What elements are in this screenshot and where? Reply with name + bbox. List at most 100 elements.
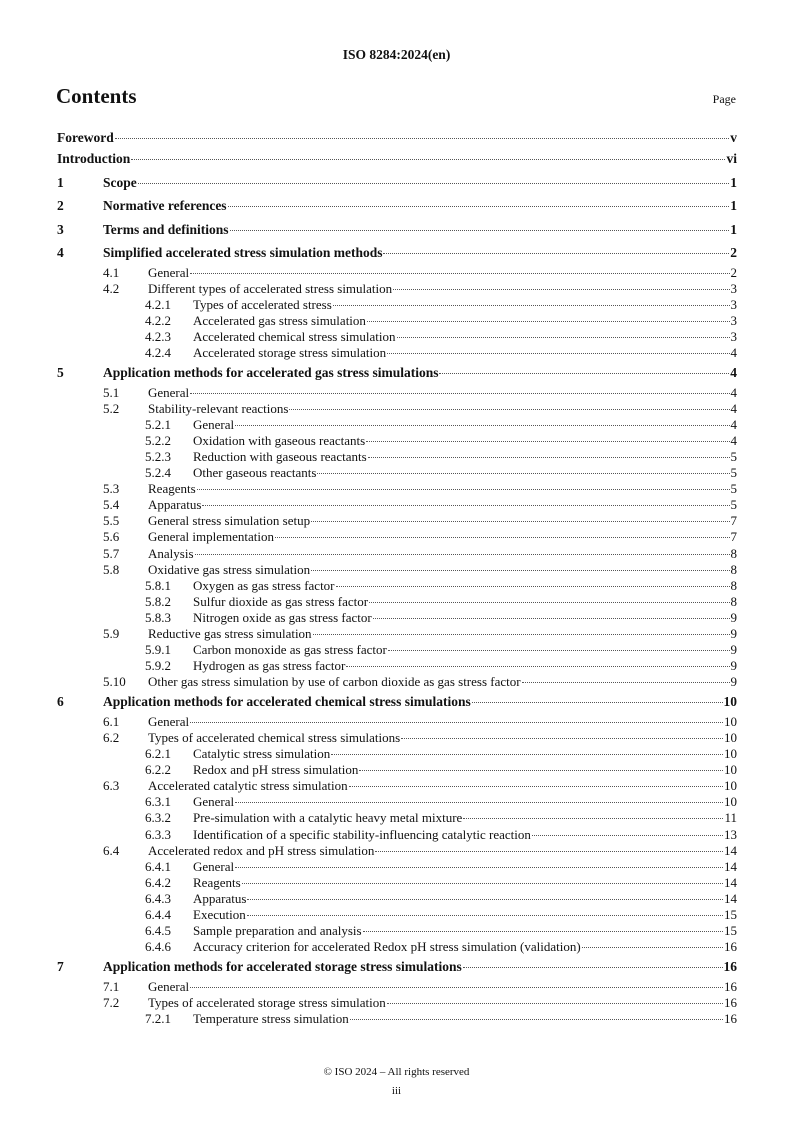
dot-leader [366,440,730,442]
toc-entry-page: 9 [730,658,738,674]
dot-leader [247,898,723,900]
toc-entry[interactable]: 4.1 General 2 [57,265,737,281]
toc-entry[interactable]: 5.9.1 Carbon monoxide as gas stress facto… [57,642,737,658]
toc-entry-title: Apparatus [148,497,202,513]
toc-entry[interactable]: 7.1 General 16 [57,979,737,995]
toc-entry-page: 4 [730,416,738,432]
dot-leader [369,601,730,603]
toc-entry[interactable]: 4.2.1 Types of accelerated stress 3 [57,297,737,313]
toc-entry[interactable]: 3 Terms and definitions 1 [57,218,737,242]
toc-entry[interactable]: 6.4.1 General 14 [57,859,737,875]
dot-leader [246,914,723,916]
toc-entry[interactable]: 6.4.4 Execution 15 [57,907,737,923]
toc-entry[interactable]: 6.4.5 Sample preparation and analysis 15 [57,923,737,939]
dot-leader [359,770,723,772]
toc-entry-title: Oxidation with gaseous reactants [193,432,366,448]
toc-entry[interactable]: 4 Simplified accelerated stress simulatio… [57,241,737,265]
toc-entry[interactable]: 5.8.1 Oxygen as gas stress factor 8 [57,578,737,594]
toc-entry[interactable]: 7.2 Types of accelerated storage stress s… [57,995,737,1011]
toc-entry[interactable]: 2 Normative references 1 [57,194,737,218]
toc-entry[interactable]: 4.2.3 Accelerated chemical stress simulat… [57,329,737,345]
toc-entry[interactable]: 5.4 Apparatus 5 [57,497,737,513]
toc-entry[interactable]: 6.3.2 Pre-simulation with a catalytic hea… [57,810,737,826]
toc-entry-title: Pre-simulation with a catalytic heavy me… [193,810,463,826]
toc-entry[interactable]: 5.8.2 Sulfur dioxide as gas stress factor… [57,594,737,610]
dot-leader [401,737,723,739]
dot-leader [396,336,730,338]
toc-entry-number: 5.7 [103,545,120,561]
toc-entry-number: 5.8.3 [145,609,171,625]
toc-entry-title: Reagents [148,481,196,497]
toc-entry-number: 5.8.2 [145,593,171,609]
toc-entry[interactable]: 1 Scope 1 [57,171,737,195]
toc-entry[interactable]: 5.7 Analysis 8 [57,546,737,562]
toc-entry-number: 3 [57,221,64,237]
toc-entry[interactable]: 5.9.2 Hydrogen as gas stress factor 9 [57,658,737,674]
toc-entry-page: 3 [730,296,738,312]
toc-entry[interactable]: 5.2.3 Reduction with gaseous reactants 5 [57,449,737,465]
toc-entry-number: 6.1 [103,713,120,729]
toc-entry[interactable]: 6.4 Accelerated redox and pH stress simul… [57,843,737,859]
toc-entry[interactable]: 5 Application methods for accelerated gas… [57,361,737,385]
toc-entry-page: 14 [724,842,737,858]
toc-entry-page: 2 [730,264,738,280]
toc-entry-number: 6.4.2 [145,874,171,890]
toc-entry[interactable]: 7.2.1 Temperature stress simulation 16 [57,1011,737,1027]
toc-entry-number: 6.4.4 [145,906,171,922]
toc-entry[interactable]: 5.3 Reagents 5 [57,481,737,497]
toc-entry[interactable]: 5.8 Oxidative gas stress simulation 8 [57,562,737,578]
toc-entry[interactable]: 5.2.4 Other gaseous reactants 5 [57,465,737,481]
toc-entry[interactable]: 6 Application methods for accelerated che… [57,690,737,714]
toc-entry[interactable]: 4.2.4 Accelerated storage stress simulati… [57,345,737,361]
toc-entry[interactable]: 6.4.2 Reagents 14 [57,875,737,891]
toc-entry[interactable]: 6.2 Types of accelerated chemical stress … [57,730,737,746]
dot-leader [349,1018,723,1020]
toc-entry[interactable]: 6.3.1 General 10 [57,794,737,810]
toc-entry[interactable]: 5.1 General 4 [57,385,737,401]
toc-entry-title: General [193,794,235,810]
dot-leader [531,834,723,836]
toc-entry[interactable]: 5.10 Other gas stress simulation by use o… [57,674,737,690]
toc-entry-number: 6 [57,694,64,710]
dot-leader [463,818,724,820]
toc-entry-title: Other gas stress simulation by use of ca… [148,674,521,690]
dot-leader [194,553,730,555]
toc-entry[interactable]: 6.2.1 Catalytic stress simulation 10 [57,746,737,762]
toc-entry[interactable]: 5.2.1 General 4 [57,417,737,433]
document-header: ISO 8284:2024(en) [342,47,451,62]
toc-entry-page: 10 [723,694,738,710]
toc-entry-title: Normative references [103,198,227,213]
toc-entry[interactable]: 4.2.2 Accelerated gas stress simulation 3 [57,313,737,329]
toc-entry-number: 7.1 [103,978,120,994]
toc-entry[interactable]: Foreword v [57,129,737,147]
dot-leader [362,931,723,933]
toc-entry[interactable]: 5.6 General implementation 7 [57,529,737,545]
toc-entry[interactable]: 7 Application methods for accelerated sto… [57,955,737,979]
toc-entry[interactable]: Introduction vi [57,147,737,171]
toc-entry[interactable]: 6.3 Accelerated catalytic stress simulati… [57,778,737,794]
toc-entry[interactable]: 6.1 General 10 [57,714,737,730]
toc-entry[interactable]: 4.2 Different types of accelerated stress… [57,281,737,297]
dot-leader [346,666,730,668]
toc-entry[interactable]: 5.8.3 Nitrogen oxide as gas stress factor… [57,610,737,626]
toc-entry-title: Terms and definitions [103,221,229,237]
toc-entry[interactable]: 6.3.3 Identification of a specific stabil… [57,827,737,843]
toc-entry-page: 14 [724,874,737,890]
dot-leader [235,802,723,804]
toc-entry[interactable]: 6.4.3 Apparatus 14 [57,891,737,907]
toc-entry[interactable]: 6.2.2 Redox and pH stress simulation 10 [57,762,737,778]
dot-leader [311,521,730,523]
toc-entry[interactable]: 5.9 Reductive gas stress simulation 9 [57,626,737,642]
toc-entry-page: v [730,130,737,145]
dot-leader [317,473,730,475]
toc-entry-title: Accelerated catalytic stress simulation [148,778,348,794]
toc-entry-number: 4.2.3 [145,328,171,344]
toc-entry[interactable]: 5.5 General stress simulation setup 7 [57,513,737,529]
toc-entry[interactable]: 5.2.2 Oxidation with gaseous reactants 4 [57,433,737,449]
toc-entry-page: 14 [724,890,737,906]
dot-leader [335,585,730,587]
toc-entry[interactable]: 6.4.6 Accuracy criterion for accelerated … [57,939,737,955]
toc-entry[interactable]: 5.2 Stability-relevant reactions 4 [57,401,737,417]
toc-entry-page: 7 [730,529,738,545]
toc-entry-page: 10 [724,746,737,762]
